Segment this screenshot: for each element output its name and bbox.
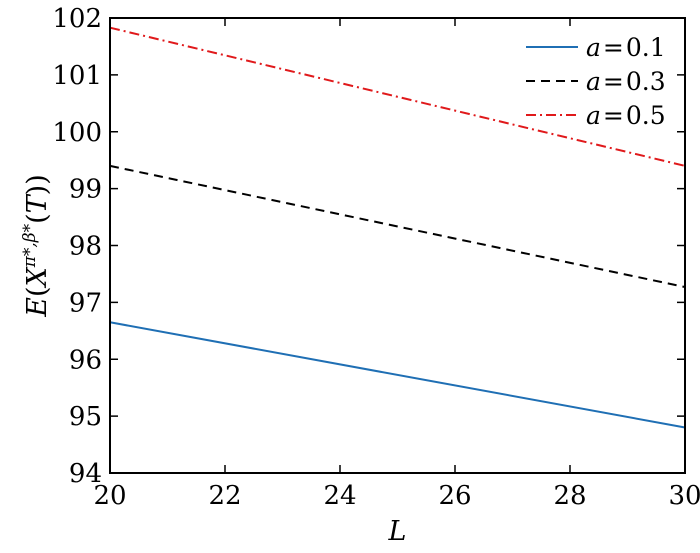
axis-ticks: [109, 17, 686, 474]
y-label-mid: (: [22, 213, 53, 224]
x-tick-label: 30: [668, 481, 700, 511]
legend-label: a=0.3: [586, 67, 666, 96]
x-tick-label: 22: [208, 481, 241, 511]
y-label-open: (: [22, 287, 53, 298]
y-label-e: E: [22, 297, 53, 318]
x-axis-label: L: [388, 516, 407, 547]
y-label-x: X: [22, 266, 53, 289]
y-label-superscript: π*,β*: [20, 223, 40, 268]
series-lines: [109, 26, 686, 429]
legend-var: a: [586, 33, 601, 62]
tick-labels: 20 22 24 26 28 30 94 95 96 97 98 99 100 101 102: [52, 4, 700, 511]
legend-value: 0.3: [626, 67, 666, 96]
y-label-t: T: [22, 193, 53, 213]
y-tick-label: 96: [69, 345, 102, 375]
y-tick-label: 101: [52, 61, 102, 91]
y-tick-label: 99: [69, 175, 102, 205]
legend: a=0.1a=0.3a=0.5: [526, 33, 666, 130]
y-axis-label: E(Xπ*,β*(T)): [20, 174, 53, 318]
legend-var: a: [586, 101, 601, 130]
legend-label: a=0.1: [586, 33, 666, 62]
legend-value: 0.1: [626, 33, 666, 62]
legend-var: a: [586, 67, 601, 96]
y-tick-label: 98: [69, 232, 102, 262]
y-tick-label: 95: [69, 402, 102, 432]
legend-eq: =: [603, 67, 624, 96]
y-tick-label: 97: [69, 288, 102, 318]
y-label-close: )): [22, 174, 53, 195]
legend-value: 0.5: [626, 101, 666, 130]
legend-label: a=0.5: [586, 101, 666, 130]
series-line: [109, 164, 686, 288]
x-tick-label: 24: [323, 481, 356, 511]
y-tick-label: 100: [52, 118, 102, 148]
x-tick-label: 26: [438, 481, 471, 511]
y-tick-label: 94: [69, 459, 102, 489]
series-line: [109, 321, 686, 429]
legend-eq: =: [603, 33, 624, 62]
series-line: [109, 26, 686, 167]
legend-eq: =: [603, 101, 624, 130]
x-tick-label: 20: [93, 481, 126, 511]
x-tick-label: 28: [553, 481, 586, 511]
y-tick-label: 102: [52, 4, 102, 34]
